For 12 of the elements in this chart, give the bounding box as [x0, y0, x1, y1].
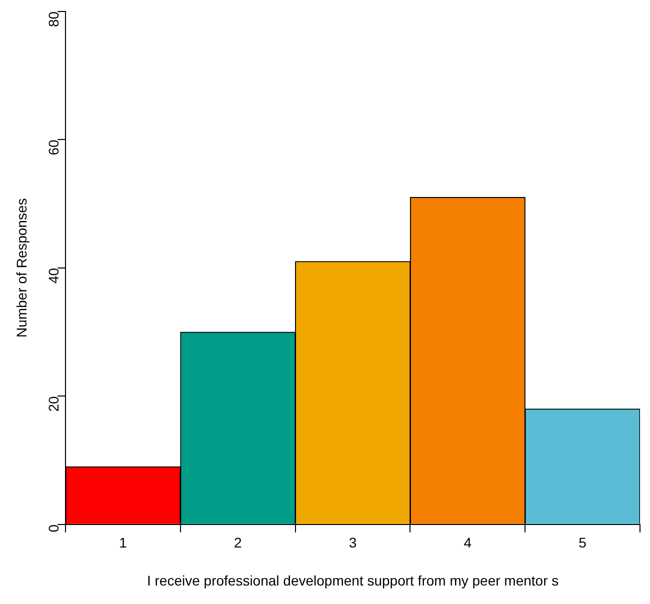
y-tick-label: 0 — [45, 524, 62, 532]
x-tick-label: 1 — [119, 534, 128, 551]
x-tick-label: 2 — [234, 534, 242, 551]
x-tick-label: 5 — [578, 534, 587, 551]
y-tick-label: 40 — [45, 268, 62, 284]
y-tick-label: 20 — [45, 396, 62, 412]
x-tick-label: 3 — [348, 534, 357, 551]
x-tick-label: 4 — [464, 534, 472, 551]
y-tick-label: 80 — [45, 11, 62, 27]
y-tick-label: 60 — [45, 139, 62, 156]
y-axis-title: Number of Responses — [13, 198, 30, 338]
x-axis-title: I receive professional development support from my peer mentor s — [146, 572, 559, 588]
